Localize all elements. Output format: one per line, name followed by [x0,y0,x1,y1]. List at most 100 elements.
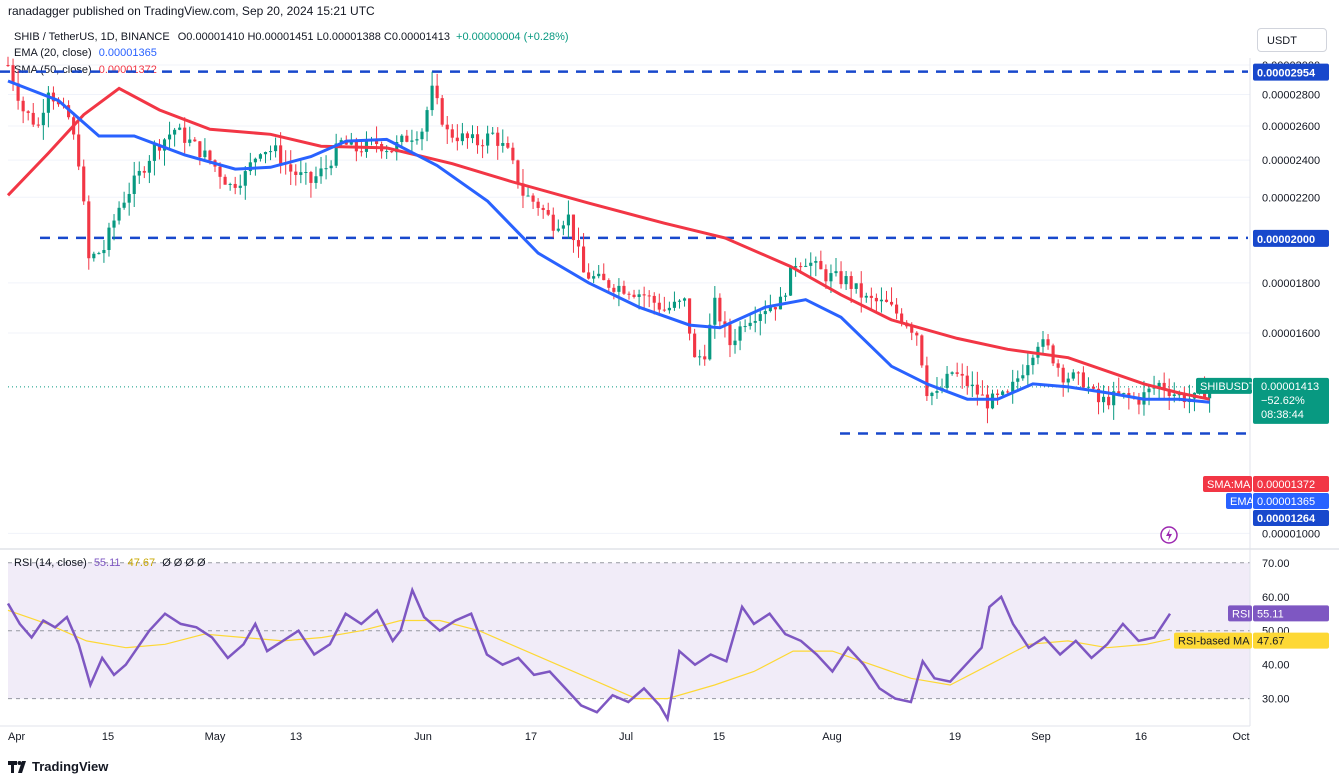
candle-body [743,326,747,328]
sma-axis-tag-bg [1203,476,1252,492]
candle-body [597,273,601,277]
candle-body [859,283,863,298]
candle-body [263,152,268,155]
candle-body [430,85,434,111]
candle-body [1107,396,1111,406]
candle-body [1102,396,1106,403]
tradingview-logo[interactable]: TradingView [8,759,108,774]
candle-body [329,165,333,169]
candle-body [970,384,974,387]
currency-selector[interactable]: USDT [1257,28,1327,52]
candle-body [51,92,56,102]
candle-body [824,269,828,282]
candle-body [359,151,363,153]
candle-body [1091,386,1096,389]
rsi-legend[interactable]: RSI (14, close) 55.11 47.67 Ø Ø Ø Ø [14,557,206,569]
candle-body [677,300,682,302]
candle-body [294,171,298,175]
time-tick-label: 16 [1135,731,1147,743]
candle-body [576,240,581,247]
candle-body [809,262,813,266]
candle-body [915,332,919,336]
last-price-block [1253,377,1329,424]
sma-legend[interactable]: SMA (50, close) 0.00001372 [14,64,157,76]
candle-body [112,220,116,228]
candle-body [445,124,449,130]
candle-body [804,265,808,267]
candle-body [127,193,131,203]
candle-body [400,135,404,143]
ema-20-line [7,79,1210,404]
candle-body [980,394,984,396]
candle-body [950,372,954,374]
candle-body [6,65,10,67]
candle-body [637,294,641,298]
ohlc-values: O0.00001410 H0.00001451 L0.00001388 C0.0… [177,31,450,43]
candle-body [647,295,651,297]
candle-body [516,160,520,184]
candle-body [385,151,389,153]
candle-body [374,139,379,145]
candle-body [617,285,621,292]
candle-body [349,140,353,145]
candle-body [526,195,530,197]
candle-body [546,210,550,215]
candle-body [667,307,671,311]
candle-body [995,393,1000,395]
candle-body [930,392,934,397]
candle-body [693,333,697,358]
price-tick-label: 0.00002800 [1262,89,1320,101]
time-tick-label: 19 [949,731,961,743]
level-low-label: 0.00001264 [1257,513,1316,525]
candle-body [1046,339,1050,346]
candle-body [990,393,995,409]
rsi-tick-label: 40.00 [1262,660,1290,672]
candle-body [178,127,182,130]
candle-body [925,365,929,397]
candle-body [152,144,156,161]
candle-body [592,276,596,279]
rsi-legend-label: RSI (14, close) [14,557,87,569]
rsi-legend-value: 55.11 [93,557,121,569]
time-tick-label: 15 [713,731,725,743]
candle-body [1137,397,1141,405]
candle-body [92,253,96,259]
candle-body [36,124,40,126]
level-top-label: 0.00002954 [1257,68,1316,80]
rsi-ma-axis-tag-bg [1174,632,1252,649]
ema-legend[interactable]: EMA (20, close) 0.00001365 [14,47,157,59]
rsi-ma-axis-value-bg [1253,632,1329,649]
candle-body [268,151,273,153]
candle-body [662,309,666,311]
price-change: +0.00000004 (+0.28%) [456,31,569,43]
candle-body [415,139,419,141]
candle-body [895,304,899,314]
candle-body [728,324,732,346]
candle-body [496,132,500,146]
time-tick-label: Sep [1031,731,1051,743]
rsi-ma-axis-tag: RSI-based MA [1178,636,1250,648]
candle-body [193,139,197,142]
candle-body [869,295,873,298]
candle-body [1112,391,1116,406]
candle-body [607,280,611,288]
lightning-bolt-icon [1166,529,1172,541]
candle-body [506,142,510,148]
candle-body [16,83,20,101]
level-mid-label-bg [1253,229,1329,247]
candle-body [475,134,480,146]
symbol-ohlc-line: SHIB / TetherUS, 1D, BINANCE O0.00001410… [14,31,569,43]
candle-body [253,158,257,163]
candle-body [844,276,848,285]
candle-body [652,295,656,303]
time-tick-label: 17 [525,731,537,743]
candle-body [289,164,293,172]
candle-body [632,294,636,298]
time-tick-label: Jun [414,731,432,743]
candle-body [814,261,818,263]
candle-body [531,195,535,202]
time-tick-label: Jul [619,731,633,743]
ema-axis-tag: EMA [1230,496,1255,508]
rsi-tick-label: 70.00 [1262,558,1290,570]
